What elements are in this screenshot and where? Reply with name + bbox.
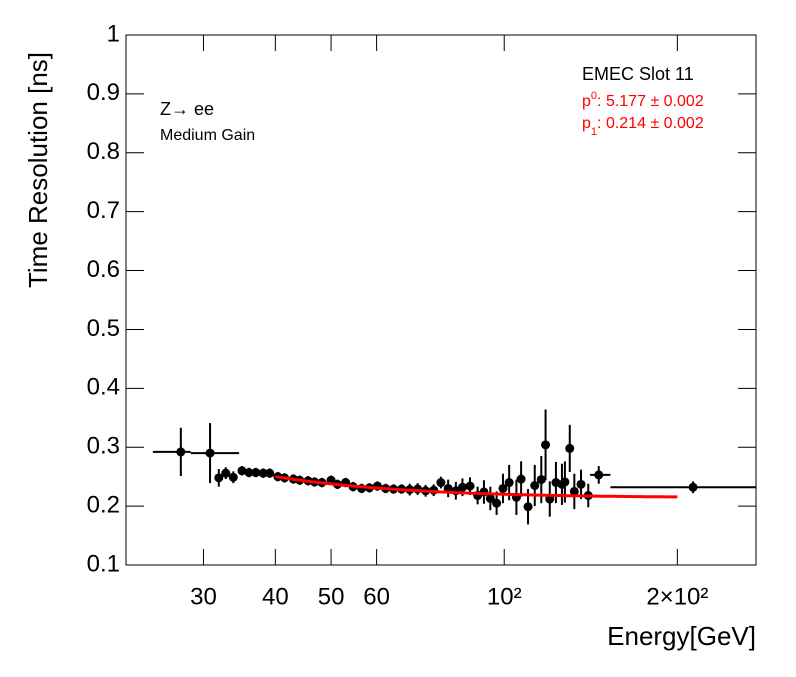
data-point — [498, 483, 508, 493]
data-point — [228, 472, 238, 482]
param-value: 5.177 — [606, 93, 646, 110]
y-tick-label: 0.6 — [87, 256, 120, 283]
data-point — [265, 468, 275, 478]
param-error: 0.002 — [664, 93, 704, 110]
plus-minus: ± — [650, 115, 659, 132]
param-index: 0 — [591, 90, 597, 102]
plus-minus: ± — [650, 93, 659, 110]
data-point — [523, 502, 533, 512]
y-axis-label: Time Resolution [ns] — [23, 52, 53, 288]
param-symbol: p — [582, 93, 591, 110]
x-tick-label: 10² — [487, 583, 522, 610]
data-point — [504, 478, 514, 488]
data-point — [258, 468, 268, 478]
x-tick-label: 40 — [262, 583, 289, 610]
data-point — [244, 468, 254, 478]
x-tick-label: 60 — [363, 583, 390, 610]
data-point — [536, 475, 546, 485]
data-point — [569, 486, 579, 496]
param-index: 1 — [591, 126, 597, 138]
data-point — [465, 481, 475, 491]
data-point — [565, 443, 575, 453]
param-symbol: p — [582, 115, 591, 132]
fit-parameter: p0: 5.177 ± 0.002 — [582, 90, 704, 110]
param-error: 0.002 — [664, 115, 704, 132]
data-point — [492, 498, 502, 508]
separator: : — [597, 93, 601, 110]
data-point — [457, 482, 467, 492]
data-point — [541, 440, 551, 450]
data-point — [221, 468, 231, 478]
annotation: Z→ ee — [160, 99, 214, 119]
y-tick-label: 0.2 — [87, 491, 120, 518]
x-axis-label: Energy[GeV] — [607, 621, 756, 651]
y-tick-label: 1 — [107, 20, 120, 47]
fit-parameter: p1: 0.214 ± 0.002 — [582, 115, 704, 138]
data-point — [237, 466, 247, 476]
fit-curve — [275, 475, 678, 499]
annotation: Medium Gain — [160, 127, 255, 144]
x-tick-label: 50 — [318, 583, 345, 610]
y-tick-label: 0.9 — [87, 79, 120, 106]
data-point — [436, 478, 446, 488]
data-point — [205, 448, 215, 458]
y-tick-label: 0.5 — [87, 315, 120, 342]
x-tick-label: 2×10² — [646, 583, 708, 610]
data-point — [485, 493, 495, 503]
y-tick-label: 0.7 — [87, 197, 120, 224]
data-point — [251, 468, 261, 478]
separator: : — [597, 115, 601, 132]
data-point — [214, 473, 224, 483]
plot-frame — [125, 34, 757, 566]
y-tick-label: 0.1 — [87, 550, 120, 577]
data-point — [530, 481, 540, 490]
data-point — [516, 474, 526, 484]
data-point — [576, 479, 586, 489]
data-point — [560, 477, 570, 487]
data-point — [594, 470, 604, 480]
annotation: EMEC Slot 11 — [582, 64, 694, 84]
y-tick-label: 0.3 — [87, 433, 120, 460]
param-value: 0.214 — [606, 115, 646, 132]
data-point — [688, 482, 698, 492]
y-tick-label: 0.8 — [87, 138, 120, 165]
y-tick-label: 0.4 — [87, 374, 120, 401]
x-tick-label: 30 — [190, 583, 217, 610]
data-point — [176, 447, 186, 457]
